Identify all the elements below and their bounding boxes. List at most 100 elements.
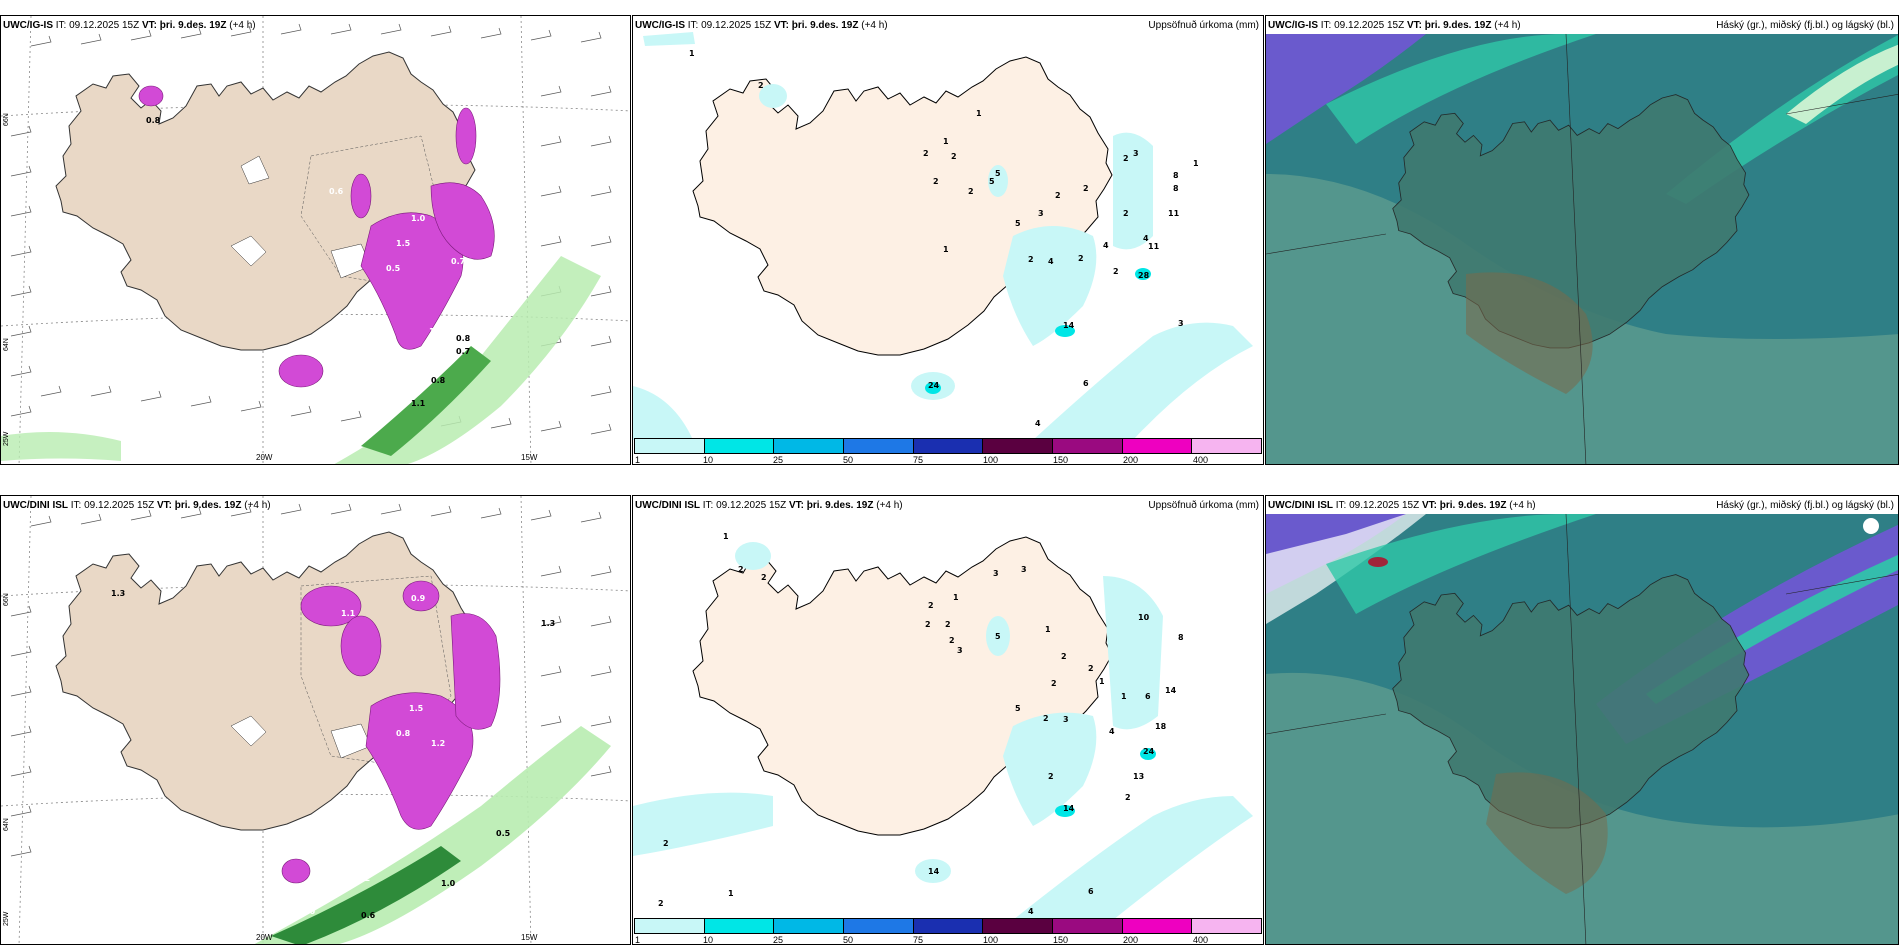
- legend-swatch: [635, 919, 705, 933]
- svg-text:2: 2: [1125, 793, 1131, 802]
- precip-map: 1 2 2 2 1 2 1 2 5 2 3 1 2 3 8 4 2 11 2 4…: [633, 16, 1263, 440]
- legend-swatch: [983, 439, 1054, 453]
- svg-text:2: 2: [945, 620, 951, 629]
- lat-label-66: 66N: [3, 113, 10, 126]
- svg-text:3: 3: [993, 569, 999, 578]
- svg-text:4: 4: [1143, 234, 1149, 243]
- legend-tick: 100: [983, 455, 999, 465]
- svg-text:14: 14: [928, 867, 940, 876]
- svg-text:2: 2: [761, 573, 767, 582]
- svg-text:2: 2: [758, 81, 764, 90]
- svg-text:8: 8: [1173, 184, 1179, 193]
- legend-tick: 400: [1193, 455, 1209, 465]
- svg-text:0.8: 0.8: [456, 334, 471, 343]
- svg-text:1: 1: [943, 137, 949, 146]
- svg-text:18: 18: [1155, 722, 1167, 731]
- precip-panel-dini: UWC/DINI ISL IT: 09.12.2025 15Z VT: þri.…: [632, 495, 1264, 945]
- svg-text:24: 24: [928, 381, 940, 390]
- legend-swatch: [844, 439, 914, 453]
- snow-precip: [138, 85, 495, 388]
- legend-swatch: [704, 919, 775, 933]
- svg-text:1: 1: [943, 245, 949, 254]
- svg-text:1.0: 1.0: [441, 879, 456, 888]
- svg-text:0.5: 0.5: [386, 264, 401, 273]
- svg-text:1.1: 1.1: [341, 609, 356, 618]
- svg-text:1: 1: [1099, 677, 1105, 686]
- cloud-title: Háský (gr.), miðský (fj.bl.) og lágský (…: [1716, 20, 1894, 31]
- svg-text:2: 2: [968, 187, 974, 196]
- lat-label-64: 64N: [3, 818, 10, 831]
- svg-text:3: 3: [957, 646, 963, 655]
- svg-text:14: 14: [1063, 321, 1075, 330]
- lon-label-25w: 25W: [3, 431, 10, 446]
- legend-swatch: [913, 439, 984, 453]
- lon-label-15w: 15W: [521, 933, 538, 942]
- svg-text:2: 2: [658, 899, 664, 908]
- svg-text:3: 3: [1038, 209, 1044, 218]
- svg-text:5: 5: [989, 177, 995, 186]
- svg-text:4: 4: [1035, 419, 1041, 428]
- svg-text:1.3: 1.3: [111, 589, 125, 598]
- legend-tick: 150: [1053, 935, 1069, 945]
- svg-text:4: 4: [1109, 727, 1115, 736]
- legend-tick: 25: [773, 455, 784, 465]
- svg-text:0.7: 0.7: [451, 257, 465, 266]
- legend-tick: 1: [635, 455, 641, 465]
- cloud-map: [1266, 34, 1898, 464]
- svg-text:0.7: 0.7: [456, 347, 470, 356]
- wind-map: 0.8 0.6 1.5 0.5 1.0 0.7 0.8 0.7 0.8 1.1 …: [1, 16, 630, 464]
- precip-map: 1 2 2 3 2 1 2 2 3 2 3 5 1 2 2 10 8 2 1 1…: [633, 496, 1263, 920]
- legend-swatch: [774, 439, 845, 453]
- wind-map: 1.3 0.9 1.1 1.5 0.8 1.2 0.5 1.2 1.0 2.0 …: [1, 496, 630, 944]
- svg-text:13: 13: [1133, 772, 1144, 781]
- wind-panel-dini: UWC/DINI ISL IT: 09.12.2025 15Z VT: þri.…: [0, 495, 631, 945]
- svg-text:1.2: 1.2: [431, 739, 445, 748]
- panel-title: UWC/DINI ISL IT: 09.12.2025 15Z VT: þri.…: [3, 500, 271, 511]
- svg-text:5: 5: [995, 632, 1001, 641]
- svg-text:5: 5: [1015, 704, 1021, 713]
- legend-swatch: [635, 439, 705, 453]
- svg-text:0.5: 0.5: [496, 829, 511, 838]
- lon-label-20w: 20W: [256, 933, 273, 942]
- cloud-map: [1266, 514, 1898, 944]
- cloud-panel-igis: UWC/IG-IS IT: 09.12.2025 15Z VT: þri. 9.…: [1265, 15, 1899, 465]
- svg-text:4: 4: [1028, 907, 1034, 916]
- legend-tick: 10: [703, 455, 714, 465]
- svg-text:1: 1: [723, 532, 729, 541]
- svg-text:1: 1: [1121, 692, 1127, 701]
- svg-text:4: 4: [1103, 241, 1109, 250]
- svg-text:2: 2: [1088, 664, 1094, 673]
- svg-text:3: 3: [1063, 715, 1069, 724]
- svg-text:2: 2: [928, 601, 934, 610]
- precip-title: Uppsöfnuð úrkoma (mm): [1148, 20, 1259, 31]
- lon-label-15w: 15W: [521, 453, 538, 462]
- precip-legend: 1 10 25 50 75 100 150 200 400: [633, 918, 1263, 944]
- legend-tick: 50: [843, 935, 854, 945]
- panel-title: UWC/IG-IS IT: 09.12.2025 15Z VT: þri. 9.…: [1268, 20, 1521, 31]
- panel-title: UWC/IG-IS IT: 09.12.2025 15Z VT: þri. 9.…: [635, 20, 888, 31]
- svg-text:1: 1: [953, 593, 959, 602]
- legend-tick: 10: [703, 935, 714, 945]
- svg-text:1.0: 1.0: [411, 214, 426, 223]
- lat-label-64: 64N: [3, 338, 10, 351]
- wind-panel-igis: UWC/IG-IS IT: 09.12.2025 15Z VT: þri. 9.…: [0, 15, 631, 465]
- cloud-title: Háský (gr.), miðský (fj.bl.) og lágský (…: [1716, 500, 1894, 511]
- svg-text:1.5: 1.5: [409, 704, 424, 713]
- wind-value-labels: 1.3 0.9 1.1 1.5 0.8 1.2 0.5 1.2 1.0 2.0 …: [111, 589, 555, 920]
- lon-label-25w: 25W: [3, 911, 10, 926]
- svg-text:3: 3: [1133, 149, 1139, 158]
- svg-text:1: 1: [1045, 625, 1051, 634]
- svg-text:2: 2: [1055, 191, 1061, 200]
- svg-text:11: 11: [1148, 242, 1160, 251]
- svg-text:1: 1: [728, 889, 734, 898]
- precip-legend: 1 10 25 50 75 100 150 200 400: [633, 438, 1263, 464]
- legend-tick: 25: [773, 935, 784, 945]
- svg-text:5: 5: [995, 169, 1001, 178]
- svg-text:2: 2: [1048, 772, 1054, 781]
- svg-text:3: 3: [1178, 319, 1184, 328]
- legend-swatch: [1053, 439, 1123, 453]
- svg-text:0.8: 0.8: [431, 376, 446, 385]
- legend-swatch: [983, 919, 1054, 933]
- legend-swatch: [844, 919, 914, 933]
- legend-tick: 100: [983, 935, 999, 945]
